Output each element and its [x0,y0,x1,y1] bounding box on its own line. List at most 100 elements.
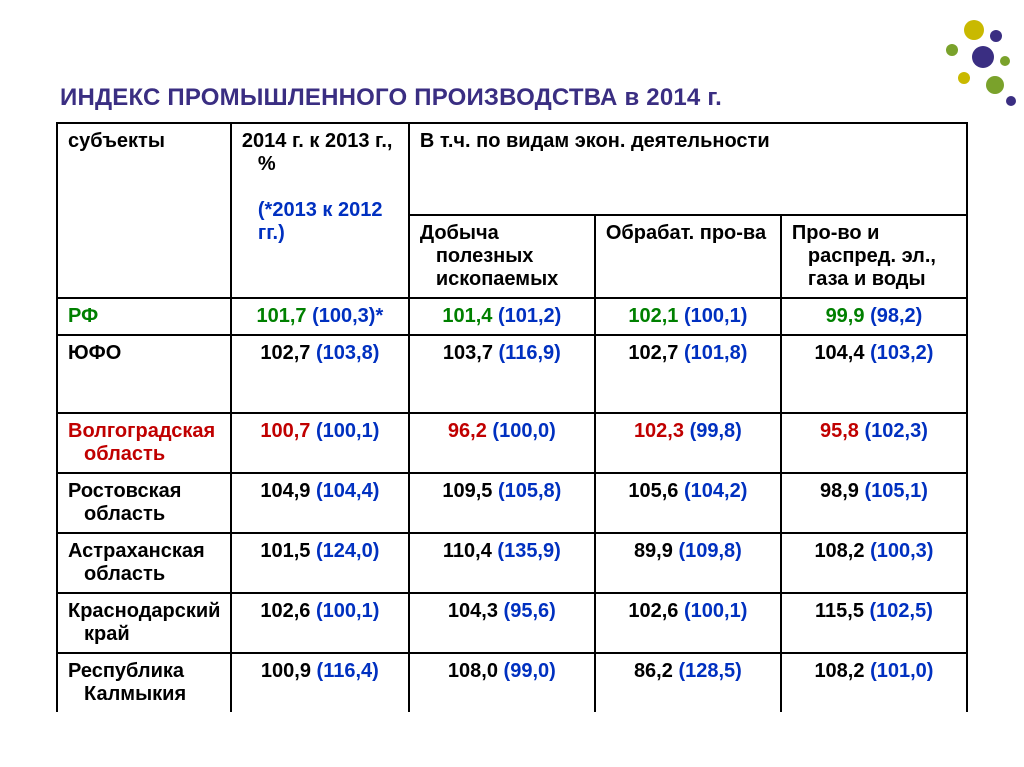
value-cell: 110,4 (135,9) [409,533,595,593]
value-note: (102,5) [870,600,933,622]
value-cell: 99,9 (98,2) [781,298,967,335]
dot-icon [964,20,984,40]
value-note: (95,6) [504,600,556,622]
value-main: 104,3 [448,600,498,622]
value-cell: 105,6 (104,2) [595,473,781,533]
value-note: (102,3) [865,420,928,442]
page-title: ИНДЕКС ПРОМЫШЛЕННОГО ПРОИЗВОДСТВА в 2014… [60,84,968,112]
table-row: ЮФО102,7 (103,8)103,7 (116,9)102,7 (101,… [57,335,967,413]
value-note: (100,1) [316,600,379,622]
value-main: 86,2 [634,660,673,682]
value-main: 102,7 [628,342,678,364]
value-cell: 102,7 (101,8) [595,335,781,413]
value-cell: 102,6 (100,1) [595,593,781,653]
value-cell: 109,5 (105,8) [409,473,595,533]
table-row: Астраханская область101,5 (124,0)110,4 (… [57,533,967,593]
value-note: (101,0) [870,660,933,682]
value-cell: 102,3 (99,8) [595,413,781,473]
th-c2: Обрабат. про-ва [595,215,781,298]
value-main: 89,9 [634,540,673,562]
value-main: 105,6 [628,480,678,502]
dot-icon [972,46,994,68]
value-main: 101,7 [256,305,306,327]
value-cell: 108,2 (100,3) [781,533,967,593]
header-text: Обрабат. про-ва [606,222,766,244]
value-cell: 103,7 (116,9) [409,335,595,413]
dot-icon [958,72,970,84]
dot-icon [946,44,958,56]
value-note: (99,0) [504,660,556,682]
value-cell: 104,9 (104,4) [231,473,409,533]
value-note: (103,2) [870,342,933,364]
value-main: 100,7 [260,420,310,442]
value-cell: 100,7 (100,1) [231,413,409,473]
header-note: (*2013 к 2012 гг.) [258,199,383,244]
value-main: 108,0 [448,660,498,682]
header-text: Про-во и распред. эл., газа и воды [792,222,936,290]
value-main: 103,7 [443,342,493,364]
row-label: РФ [57,298,231,335]
data-table: субъекты 2014 г. к 2013 г., % (*2013 к 2… [56,122,968,712]
value-main: 95,8 [820,420,859,442]
value-main: 110,4 [443,540,492,562]
value-note: (99,8) [690,420,742,442]
value-note: (135,9) [497,540,560,562]
value-note: (101,8) [684,342,747,364]
th-group: В т.ч. по видам экон. деятельности [409,123,967,215]
value-main: 102,3 [634,420,684,442]
row-label: ЮФО [57,335,231,413]
header-text: субъекты [68,130,165,152]
value-note: (104,4) [316,480,379,502]
value-cell: 98,9 (105,1) [781,473,967,533]
value-main: 104,9 [260,480,310,502]
row-label: Астраханская область [57,533,231,593]
dot-icon [1000,56,1010,66]
row-label: Республика Калмыкия [57,653,231,712]
value-note: (100,3)* [312,305,383,327]
row-label: Ростовская область [57,473,231,533]
row-label: Волгоградская область [57,413,231,473]
table-row: Волгоградская область100,7 (100,1)96,2 (… [57,413,967,473]
value-main: 100,9 [261,660,311,682]
value-main: 108,2 [814,540,864,562]
header-text: Добыча полезных ископаемых [420,222,558,290]
value-cell: 108,2 (101,0) [781,653,967,712]
th-year: 2014 г. к 2013 г., % (*2013 к 2012 гг.) [231,123,409,298]
value-cell: 96,2 (100,0) [409,413,595,473]
value-main: 102,6 [260,600,310,622]
value-note: (109,8) [678,540,741,562]
value-cell: 101,5 (124,0) [231,533,409,593]
value-main: 96,2 [448,420,487,442]
value-cell: 102,7 (103,8) [231,335,409,413]
value-cell: 101,7 (100,3)* [231,298,409,335]
value-main: 99,9 [826,305,865,327]
value-main: 102,1 [628,305,678,327]
value-cell: 101,4 (101,2) [409,298,595,335]
header-text: В т.ч. по видам экон. деятельности [420,130,770,152]
value-note: (100,1) [684,305,747,327]
table-row: Республика Калмыкия100,9 (116,4)108,0 (9… [57,653,967,712]
value-note: (105,8) [498,480,561,502]
value-note: (128,5) [678,660,741,682]
value-note: (104,2) [684,480,747,502]
header-text: 2014 г. к 2013 г., % [242,130,393,175]
value-main: 101,5 [260,540,310,562]
value-main: 102,7 [260,342,310,364]
value-note: (116,9) [499,342,561,364]
value-note: (100,0) [492,420,555,442]
dot-icon [986,76,1004,94]
table-row: РФ101,7 (100,3)*101,4 (101,2)102,1 (100,… [57,298,967,335]
value-cell: 89,9 (109,8) [595,533,781,593]
value-note: (103,8) [316,342,379,364]
value-note: (116,4) [317,660,379,682]
value-main: 101,4 [442,305,492,327]
value-main: 115,5 [815,600,864,622]
value-main: 109,5 [442,480,492,502]
row-label: Краснодарский край [57,593,231,653]
th-c3: Про-во и распред. эл., газа и воды [781,215,967,298]
th-c1: Добыча полезных ископаемых [409,215,595,298]
dot-icon [990,30,1002,42]
table-row: Краснодарский край 102,6 (100,1) 104,3 (95… [57,593,967,653]
value-cell: 100,9 (116,4) [231,653,409,712]
value-note: (105,1) [865,480,928,502]
